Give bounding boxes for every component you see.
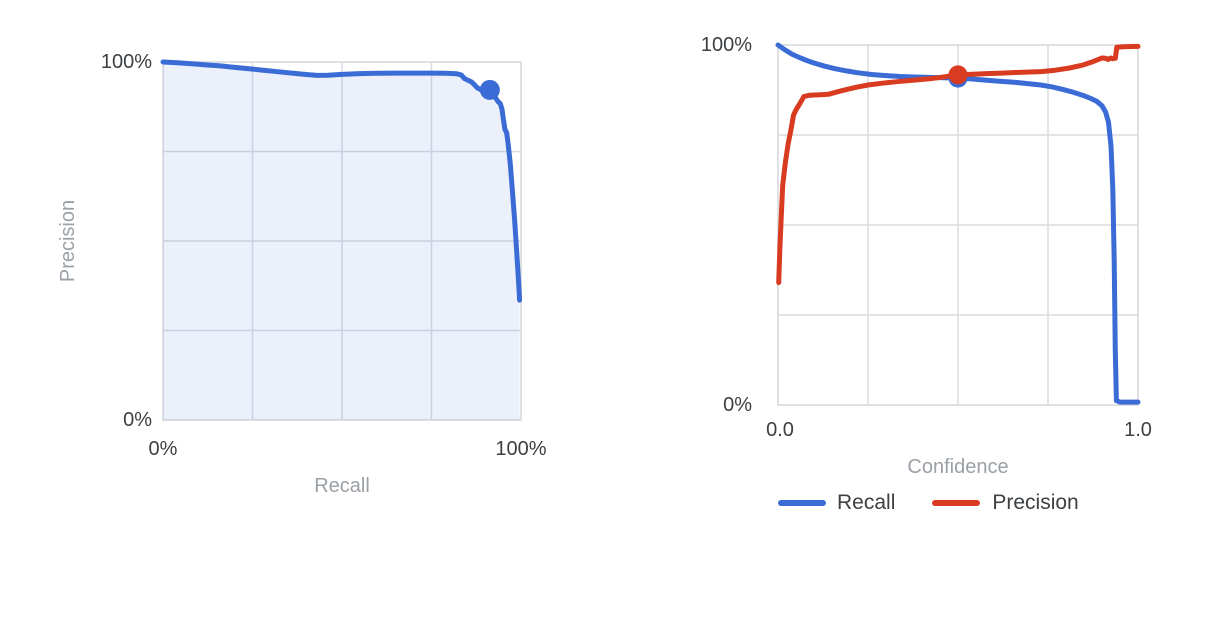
conf-y-tick-0: 0% (723, 394, 752, 416)
pr-y-axis-title: Precision (57, 199, 79, 283)
curve-Precision (776, 43, 1141, 286)
legend-recall-label: Recall (837, 491, 896, 514)
pr-y-tick-100: 100% (100, 51, 152, 73)
confidence-curves-chart (775, 42, 1141, 406)
pr-x-axis-title: Recall (314, 475, 370, 497)
marker-precision_vs_recall (479, 79, 500, 100)
plot-border (162, 61, 522, 421)
curve-precision_vs_recall (160, 59, 523, 303)
conf-x-tick-0: 0.0 (766, 419, 794, 441)
legend: Recall Precision (778, 490, 1079, 515)
legend-recall-swatch-icon (778, 499, 826, 506)
pr-x-tick-0: 0% (148, 438, 178, 460)
legend-precision-label: Precision (992, 491, 1079, 514)
conf-x-axis-title: Confidence (907, 456, 1009, 478)
area-fill-precision_vs_recall (163, 62, 520, 420)
plot-border (777, 44, 1139, 406)
legend-precision-swatch-icon (932, 499, 981, 506)
curve-Recall (775, 42, 1141, 405)
pr-x-tick-100: 100% (495, 438, 547, 460)
pr-y-tick-0: 0% (123, 409, 152, 431)
conf-y-tick-100: 100% (700, 34, 752, 56)
conf-x-tick-1: 1.0 (1124, 419, 1152, 441)
marker-Precision (948, 65, 968, 85)
pr-curve-chart (160, 59, 523, 421)
